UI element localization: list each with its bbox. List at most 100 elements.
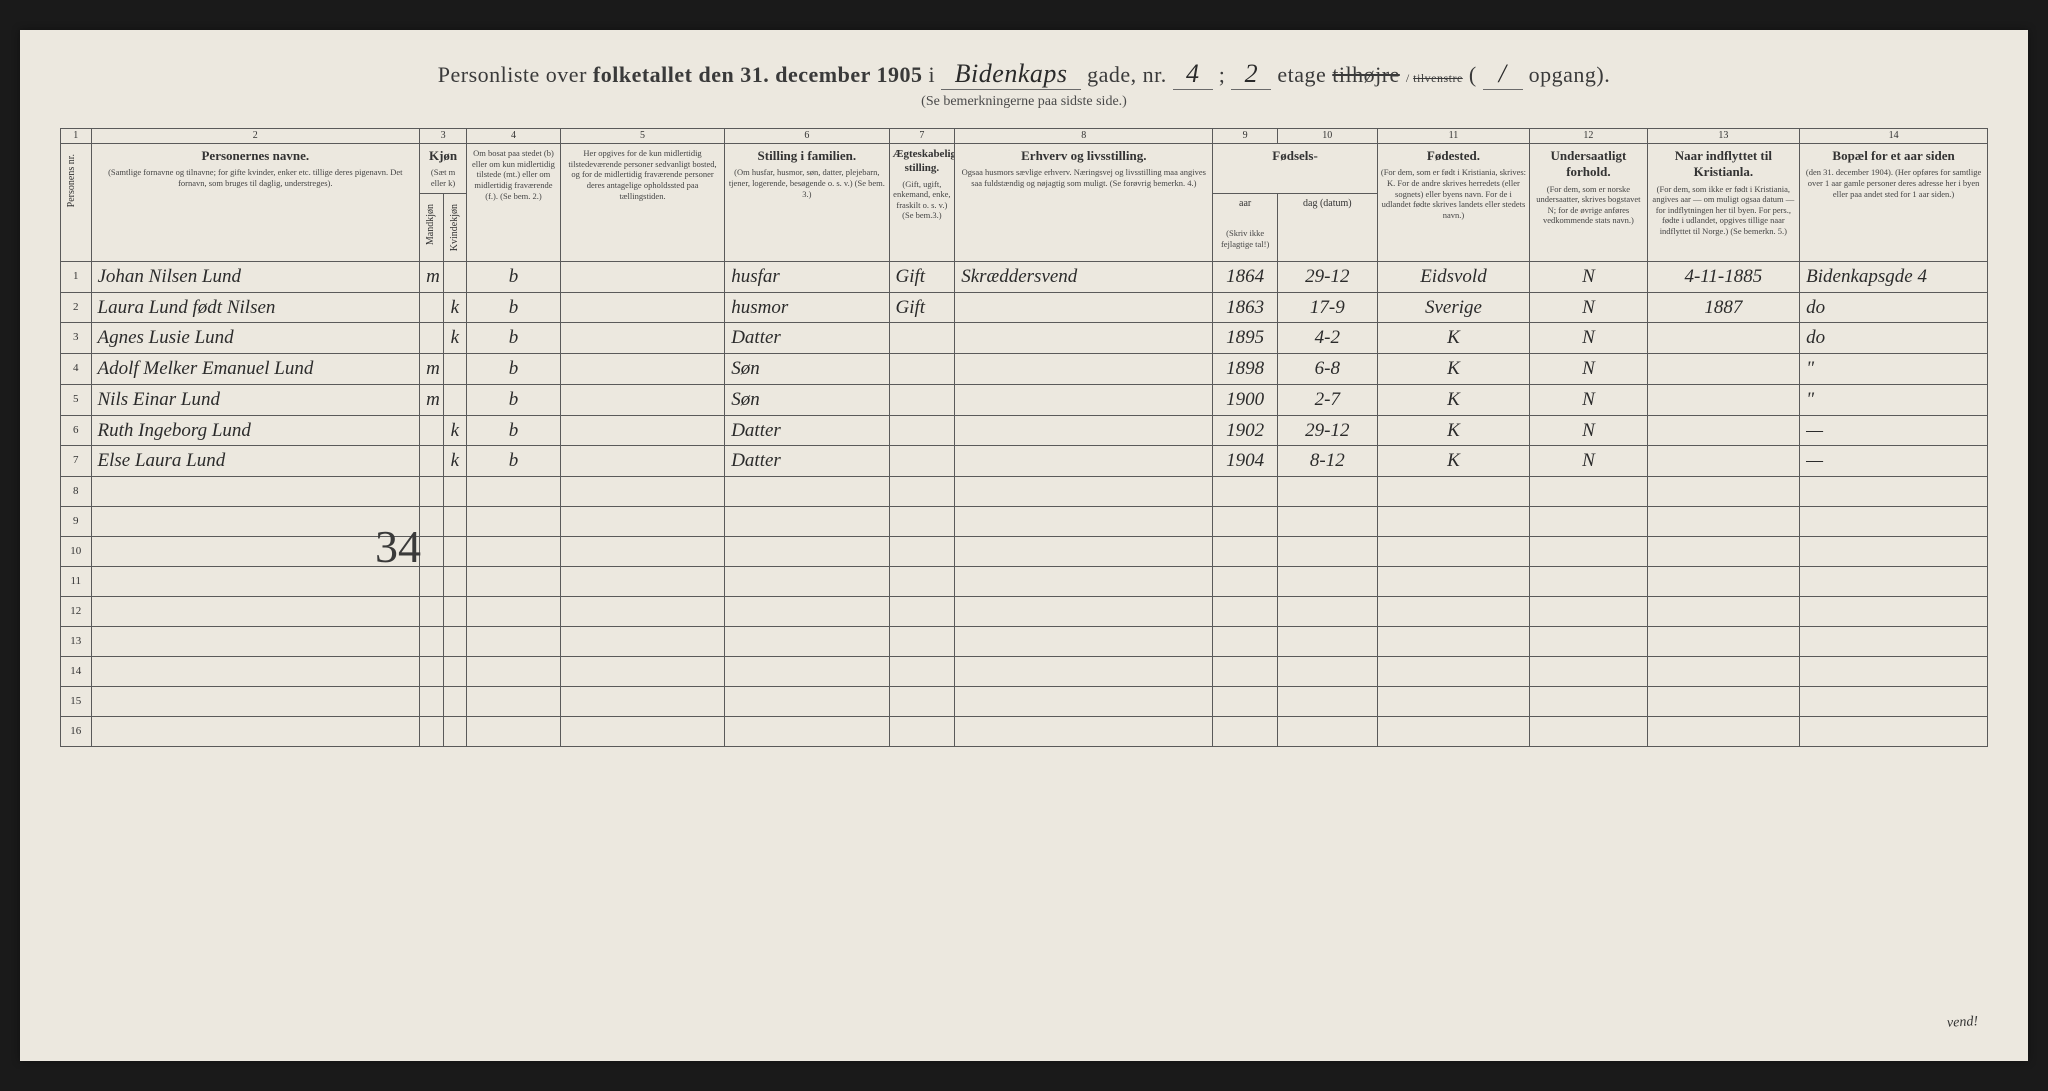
cell-blank — [467, 537, 561, 567]
cell-blank — [443, 537, 466, 567]
row-number: 3 — [61, 323, 92, 354]
colnum-13: 13 — [1647, 128, 1800, 144]
cell-blank — [1277, 657, 1377, 687]
hdr-away: Her opgives for de kun midlertidig tilst… — [560, 144, 724, 262]
hdr-sex-m: Mandkjøn — [420, 193, 443, 261]
hdr-person-nr: Personens nr. — [61, 144, 92, 262]
cell-blank — [955, 657, 1213, 687]
cell-blank — [420, 477, 443, 507]
title-mid: i — [928, 62, 941, 87]
colnum-1: 1 — [61, 128, 92, 144]
cell-occupation — [955, 415, 1213, 446]
cell-sex-k — [443, 354, 466, 385]
cell-blank — [560, 477, 724, 507]
cell-marital — [889, 415, 955, 446]
cell-birthplace: Eidsvold — [1377, 261, 1530, 292]
cell-blank — [1377, 597, 1530, 627]
cell-residence: b — [467, 415, 561, 446]
cell-blank — [443, 597, 466, 627]
cell-sex-m — [420, 323, 443, 354]
colnum-3: 3 — [420, 128, 467, 144]
cell-birth-year: 1902 — [1213, 415, 1278, 446]
table-row: 6Ruth Ingeborg LundkbDatter190229-12KN— — [61, 415, 1988, 446]
cell-residence: b — [467, 292, 561, 323]
cell-blank — [1800, 717, 1988, 747]
cell-blank — [443, 567, 466, 597]
cell-prev-addr: " — [1800, 384, 1988, 415]
cell-residence: b — [467, 384, 561, 415]
cell-blank — [91, 627, 420, 657]
cell-blank — [955, 507, 1213, 537]
cell-moved — [1647, 354, 1800, 385]
cell-family: Søn — [725, 354, 889, 385]
cell-blank — [1377, 657, 1530, 687]
cell-blank — [1530, 657, 1647, 687]
cell-blank — [725, 687, 889, 717]
cell-marital — [889, 323, 955, 354]
cell-blank — [1530, 627, 1647, 657]
cell-blank — [420, 567, 443, 597]
cell-name: Laura Lund født Nilsen — [91, 292, 420, 323]
cell-residence: b — [467, 261, 561, 292]
hdr-birth: Fødsels- — [1213, 144, 1377, 194]
cell-blank — [1277, 567, 1377, 597]
cell-blank — [955, 597, 1213, 627]
cell-blank — [560, 597, 724, 627]
cell-name: Nils Einar Lund — [91, 384, 420, 415]
cell-blank — [889, 477, 955, 507]
row-number: 1 — [61, 261, 92, 292]
cell-moved: 1887 — [1647, 292, 1800, 323]
cell-moved — [1647, 384, 1800, 415]
cell-blank — [560, 627, 724, 657]
cell-blank — [467, 477, 561, 507]
row-number: 8 — [61, 477, 92, 507]
cell-blank — [560, 567, 724, 597]
table-row: 4Adolf Melker Emanuel LundmbSøn18986-8KN… — [61, 354, 1988, 385]
cell-away — [560, 415, 724, 446]
cell-blank — [1277, 627, 1377, 657]
page-subtitle: (Se bemerkningerne paa sidste side.) — [60, 94, 1988, 110]
table-row-blank: 13 — [61, 627, 1988, 657]
cell-name: Agnes Lusie Lund — [91, 323, 420, 354]
cell-blank — [889, 657, 955, 687]
cell-occupation — [955, 354, 1213, 385]
cell-birth-year: 1900 — [1213, 384, 1278, 415]
hdr-names: Personernes navne. (Samtlige fornavne og… — [91, 144, 420, 262]
cell-sex-k: k — [443, 415, 466, 446]
floor-hand: 2 — [1231, 60, 1271, 90]
row-number: 4 — [61, 354, 92, 385]
cell-blank — [725, 597, 889, 627]
semicolon: ; — [1219, 62, 1232, 87]
cell-nationality: N — [1530, 323, 1647, 354]
cell-blank — [560, 657, 724, 687]
cell-birth-year: 1895 — [1213, 323, 1278, 354]
cell-blank — [955, 687, 1213, 717]
row-number: 5 — [61, 384, 92, 415]
cell-birth-year: 1904 — [1213, 446, 1278, 477]
title-bold: folketallet den 31. december 1905 — [593, 62, 923, 87]
cell-blank — [1800, 537, 1988, 567]
cell-blank — [1213, 507, 1278, 537]
cell-nationality: N — [1530, 292, 1647, 323]
cell-marital: Gift — [889, 292, 955, 323]
cell-blank — [889, 537, 955, 567]
cell-sex-m: m — [420, 384, 443, 415]
cell-sex-m — [420, 446, 443, 477]
cell-name: Johan Nilsen Lund — [91, 261, 420, 292]
cell-blank — [1213, 537, 1278, 567]
cell-blank — [889, 597, 955, 627]
cell-blank — [1277, 477, 1377, 507]
cell-marital — [889, 354, 955, 385]
cell-blank — [1647, 537, 1800, 567]
cell-blank — [91, 477, 420, 507]
cell-birthplace: Sverige — [1377, 292, 1530, 323]
cell-blank — [1213, 597, 1278, 627]
house-nr-hand: 4 — [1173, 60, 1213, 90]
cell-birthplace: K — [1377, 415, 1530, 446]
cell-sex-k — [443, 384, 466, 415]
tilhojre-strike: tilhøjre — [1332, 62, 1400, 87]
cell-away — [560, 292, 724, 323]
cell-nationality: N — [1530, 415, 1647, 446]
cell-marital: Gift — [889, 261, 955, 292]
cell-prev-addr: do — [1800, 292, 1988, 323]
